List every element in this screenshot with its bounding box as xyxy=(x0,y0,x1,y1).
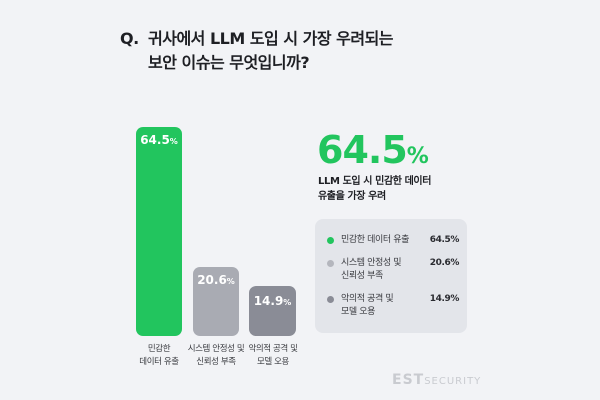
legend-dot-icon xyxy=(327,260,334,267)
bar-sensitive-data: 64.5% xyxy=(136,127,182,336)
bar-malicious-attack: 14.9% xyxy=(249,286,296,336)
legend-label: 악의적 공격 및 모델 오용 xyxy=(341,294,394,317)
bar-system-stability: 20.6% xyxy=(193,267,239,336)
highlight-caption-line: LLM 도입 시 민감한 데이터 xyxy=(318,176,432,187)
category-label-sensitive-data: 민감한 데이터 유출 xyxy=(124,343,194,369)
highlight-caption: LLM 도입 시 민감한 데이터 유출을 가장 우려 xyxy=(318,174,431,204)
estsecurity-logo: ESTSECURITY xyxy=(392,372,482,388)
question-line-1: 귀사에서 LLM 도입 시 가장 우려되는 xyxy=(148,29,394,48)
legend-value: 14.9% xyxy=(429,294,460,304)
legend-label: 시스템 안정성 및 신뢰성 부족 xyxy=(341,258,402,281)
legend-label: 민감한 데이터 유출 xyxy=(341,235,409,245)
bar-value: 20.6% xyxy=(197,273,235,287)
category-label-malicious-attack: 악의적 공격 및 모델 오용 xyxy=(238,343,308,369)
legend-dot-icon xyxy=(327,296,334,303)
category-label-line: 악의적 공격 및 xyxy=(248,344,298,354)
legend-panel: 민감한 데이터 유출 64.5% 시스템 안정성 및 신뢰성 부족 20.6% 악… xyxy=(315,219,467,333)
highlight-percentage: 64.5% xyxy=(317,128,429,172)
question-line-2: 보안 이슈는 무엇입니까? xyxy=(148,53,310,72)
category-label-line: 모델 오용 xyxy=(257,357,289,367)
category-label-line: 데이터 유출 xyxy=(139,357,179,367)
bar-value: 64.5% xyxy=(140,133,178,147)
category-label-line: 시스템 안정성 및 xyxy=(187,344,245,354)
legend-value: 20.6% xyxy=(429,258,460,268)
highlight-caption-line: 유출을 가장 우려 xyxy=(318,191,386,202)
legend-dot-icon xyxy=(327,237,334,244)
bar-value: 14.9% xyxy=(253,294,292,308)
category-label-line: 민감한 xyxy=(147,344,171,354)
category-label-system-stability: 시스템 안정성 및 신뢰성 부족 xyxy=(181,343,251,369)
legend-value: 64.5% xyxy=(429,235,460,245)
category-label-line: 신뢰성 부족 xyxy=(196,357,236,367)
question-prefix: Q. xyxy=(120,29,139,48)
